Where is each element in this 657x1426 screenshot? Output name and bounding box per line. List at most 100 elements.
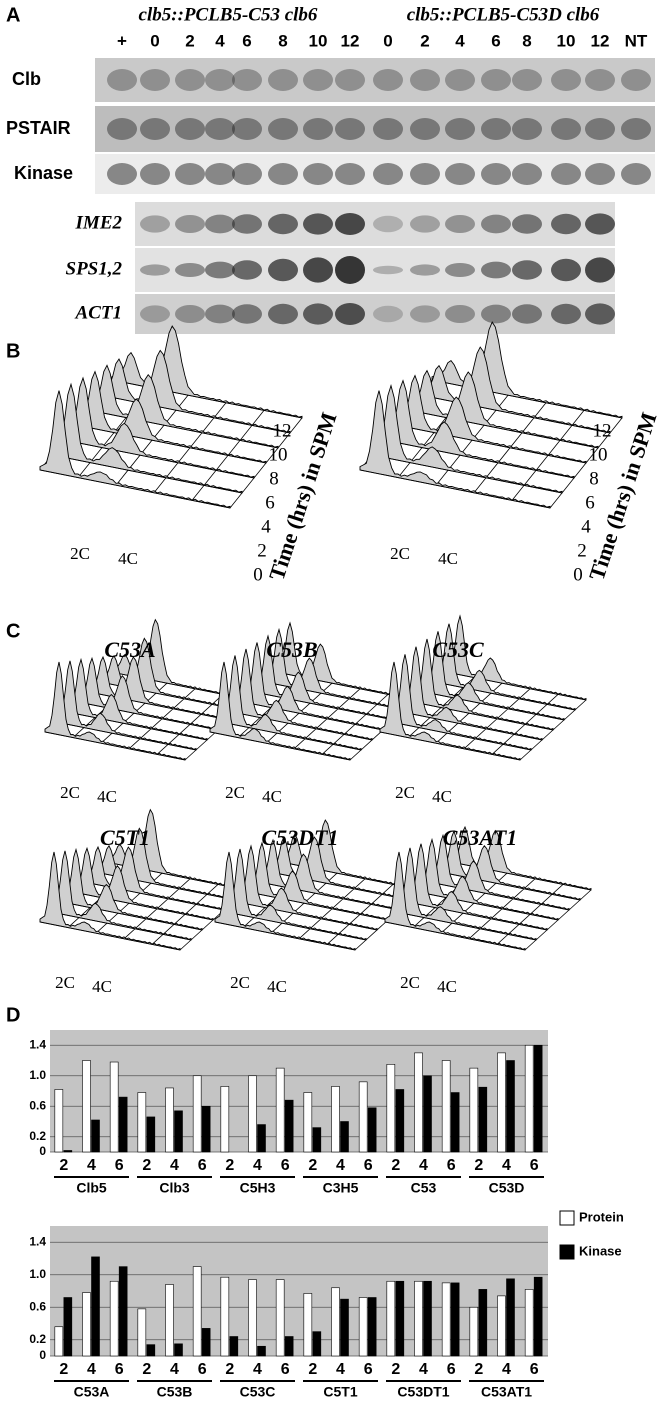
time-label: 0 bbox=[253, 564, 263, 585]
x-tick-label: 6 bbox=[115, 1157, 124, 1174]
lane-label: 6 bbox=[491, 31, 500, 50]
band bbox=[481, 305, 511, 324]
band bbox=[551, 69, 581, 91]
band bbox=[481, 262, 511, 279]
band bbox=[205, 69, 235, 91]
peak-label: 4C bbox=[267, 977, 287, 996]
x-tick-label: 4 bbox=[253, 1157, 262, 1174]
blot-divider bbox=[95, 102, 655, 105]
peak-label: 2C bbox=[55, 973, 75, 992]
band bbox=[232, 304, 262, 324]
bar bbox=[304, 1293, 312, 1356]
lane-label: 10 bbox=[309, 31, 328, 50]
bar bbox=[498, 1053, 506, 1152]
band bbox=[232, 214, 262, 234]
band bbox=[268, 163, 298, 185]
band bbox=[621, 69, 651, 91]
band bbox=[335, 213, 365, 235]
bar bbox=[249, 1076, 257, 1152]
bar bbox=[147, 1345, 155, 1356]
band bbox=[303, 163, 333, 185]
x-tick-label: 4 bbox=[170, 1157, 179, 1174]
lane-label: 8 bbox=[278, 31, 287, 50]
band bbox=[335, 303, 365, 325]
strain-header: clb5::PCLB5-C53D clb6 bbox=[407, 4, 600, 25]
time-label: 0 bbox=[573, 564, 583, 585]
lane-label: 4 bbox=[215, 31, 225, 50]
x-tick-label: 2 bbox=[308, 1157, 317, 1174]
bar bbox=[387, 1064, 395, 1152]
band bbox=[232, 163, 262, 185]
band bbox=[585, 118, 615, 140]
bar bbox=[202, 1106, 210, 1152]
bar bbox=[525, 1289, 533, 1356]
bar bbox=[451, 1093, 459, 1152]
bar bbox=[64, 1150, 72, 1152]
bar bbox=[479, 1289, 487, 1356]
band bbox=[268, 118, 298, 140]
peak-label: 2C bbox=[400, 973, 420, 992]
x-tick-label: 6 bbox=[281, 1361, 290, 1378]
bar bbox=[359, 1082, 367, 1152]
band bbox=[205, 215, 235, 234]
band bbox=[512, 214, 542, 234]
bar bbox=[193, 1076, 201, 1152]
band bbox=[410, 305, 440, 322]
band bbox=[585, 69, 615, 91]
x-tick-label: 2 bbox=[474, 1157, 483, 1174]
x-tick-label: 4 bbox=[253, 1361, 262, 1378]
x-tick-label: 6 bbox=[198, 1361, 207, 1378]
bar bbox=[119, 1097, 127, 1152]
bar bbox=[285, 1100, 293, 1152]
x-tick-label: 6 bbox=[281, 1157, 290, 1174]
band bbox=[303, 118, 333, 140]
bar bbox=[415, 1281, 423, 1356]
band bbox=[335, 118, 365, 140]
bar bbox=[534, 1277, 542, 1356]
row-label: PSTAIR bbox=[6, 118, 71, 138]
x-tick-label: 2 bbox=[391, 1157, 400, 1174]
bar bbox=[470, 1307, 478, 1356]
legend-swatch bbox=[560, 1245, 574, 1259]
panel-letter: D bbox=[6, 1004, 20, 1026]
y-tick-label: 1.0 bbox=[29, 1267, 46, 1281]
bar bbox=[442, 1061, 450, 1153]
band bbox=[140, 69, 170, 91]
time-label: 8 bbox=[589, 468, 599, 489]
strain-title: C53C bbox=[432, 637, 484, 662]
bar bbox=[424, 1281, 432, 1356]
grid-line bbox=[210, 732, 350, 760]
band bbox=[303, 257, 333, 282]
bar bbox=[166, 1088, 174, 1152]
peak-label: 2C bbox=[60, 783, 80, 802]
group-label: C53 bbox=[411, 1180, 437, 1196]
lane-label: 4 bbox=[455, 31, 465, 50]
group-label: C5T1 bbox=[323, 1384, 357, 1400]
bar bbox=[442, 1283, 450, 1356]
time-label: 10 bbox=[589, 444, 608, 465]
peak-label: 4C bbox=[118, 549, 138, 568]
lane-label: 8 bbox=[522, 31, 531, 50]
peak-label: 4C bbox=[262, 787, 282, 806]
group-label: C53AT1 bbox=[481, 1384, 532, 1400]
lane-label: + bbox=[117, 31, 127, 50]
panel-letter: B bbox=[6, 340, 20, 362]
bar bbox=[341, 1299, 349, 1356]
strain-title: C5T1 bbox=[100, 825, 150, 850]
band bbox=[512, 118, 542, 140]
grid-line bbox=[385, 922, 525, 950]
x-tick-label: 4 bbox=[170, 1361, 179, 1378]
x-tick-label: 6 bbox=[198, 1157, 207, 1174]
band bbox=[445, 163, 475, 185]
band bbox=[205, 262, 235, 279]
band bbox=[303, 303, 333, 324]
group-label: C53C bbox=[240, 1384, 276, 1400]
bar bbox=[359, 1298, 367, 1357]
band bbox=[621, 163, 651, 185]
group-label: C5H3 bbox=[240, 1180, 276, 1196]
y-tick-label: 0.6 bbox=[29, 1098, 46, 1112]
band bbox=[268, 69, 298, 91]
bar bbox=[175, 1111, 183, 1152]
band bbox=[175, 305, 205, 323]
legend-label: Kinase bbox=[579, 1243, 622, 1258]
